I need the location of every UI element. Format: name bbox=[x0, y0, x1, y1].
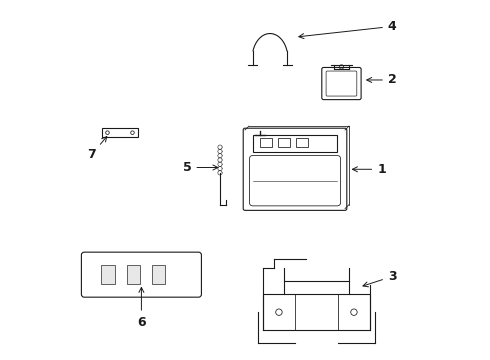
Bar bbox=[278, 138, 290, 147]
Text: 1: 1 bbox=[352, 163, 386, 176]
Bar bbox=[126, 265, 140, 284]
Text: 4: 4 bbox=[299, 20, 396, 39]
FancyBboxPatch shape bbox=[322, 67, 361, 100]
Text: 3: 3 bbox=[363, 270, 396, 287]
FancyBboxPatch shape bbox=[81, 252, 201, 297]
Text: 7: 7 bbox=[87, 136, 107, 162]
Text: 2: 2 bbox=[367, 73, 396, 86]
Bar bbox=[260, 138, 272, 147]
Text: 6: 6 bbox=[137, 287, 146, 329]
FancyBboxPatch shape bbox=[326, 71, 357, 96]
Bar bbox=[296, 138, 308, 147]
FancyBboxPatch shape bbox=[243, 128, 347, 210]
Bar bbox=[253, 135, 337, 152]
FancyBboxPatch shape bbox=[249, 156, 341, 206]
FancyBboxPatch shape bbox=[263, 294, 370, 330]
Bar bbox=[102, 128, 138, 137]
Text: 5: 5 bbox=[183, 161, 218, 174]
Bar bbox=[101, 265, 115, 284]
Bar bbox=[152, 265, 166, 284]
